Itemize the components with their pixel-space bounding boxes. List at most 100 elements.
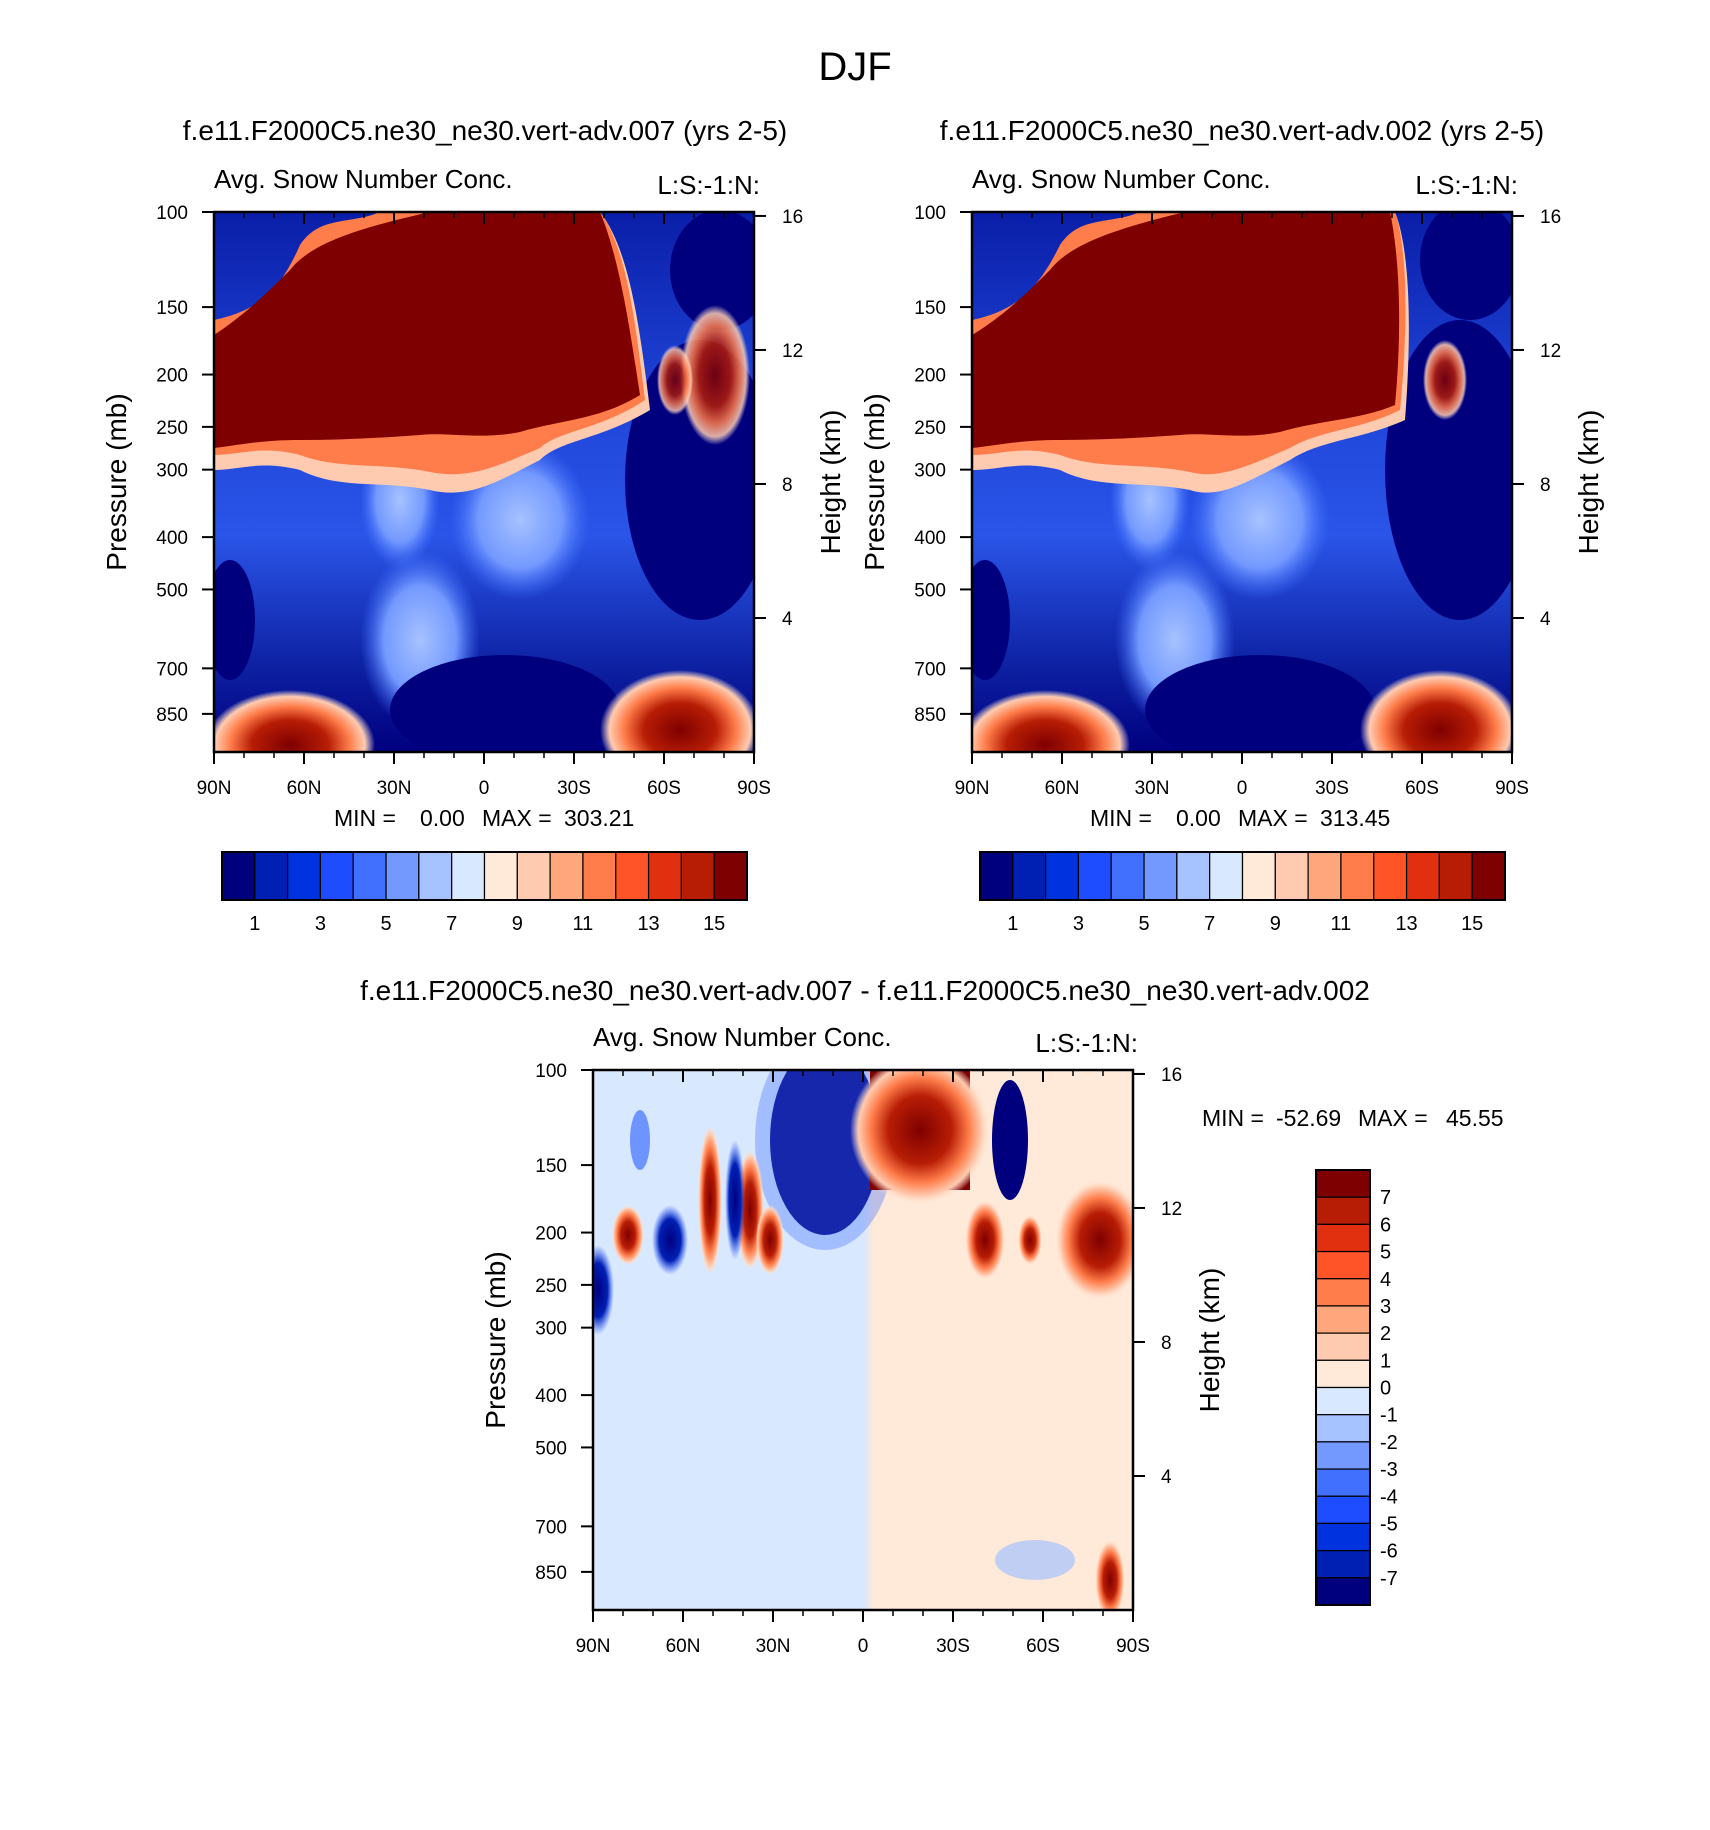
- colorbar-box: [319, 851, 354, 901]
- colorbar-box: [1315, 1522, 1371, 1552]
- colorbar-box: [1340, 851, 1375, 901]
- y-tick-label: 200: [535, 1224, 567, 1245]
- colorbar-panel1: 1 3 5 7 9 11 13 15: [221, 851, 748, 935]
- colorbar-box: [352, 851, 387, 901]
- y-right-tick-label: 4: [782, 609, 793, 630]
- colorbar-box: [483, 851, 518, 901]
- colorbar-label: 6: [1380, 1214, 1391, 1236]
- colorbar-box: [1438, 851, 1473, 901]
- y-axis-title: Pressure (mb): [859, 393, 890, 570]
- colorbar-diff: 7 6 5 4 3 2 1 0 -1 -2 -3 -4 -5 -6 -7: [1315, 1169, 1398, 1606]
- y-tick-label: 250: [535, 1276, 567, 1297]
- y-tick-label: 100: [535, 1061, 567, 1082]
- panel-2-case-title: f.e11.F2000C5.ne30_ne30.vert-adv.002 (yr…: [940, 115, 1544, 146]
- diff-contour-field: [593, 1070, 1133, 1610]
- y-right-axis-title: Height (km): [1573, 410, 1604, 555]
- colorbar-box: [1307, 851, 1342, 901]
- panel-2-contour-field: [972, 212, 1512, 752]
- panel-1-stats: MIN = 0.00 MAX = 303.21: [334, 805, 634, 831]
- panel-1-stats-min-value: 0.00: [420, 805, 465, 831]
- colorbar-label: -1: [1380, 1405, 1398, 1427]
- y-tick-label: 100: [914, 203, 946, 224]
- panel-1-left-title: Avg. Snow Number Conc.: [214, 164, 513, 194]
- colorbar-label: -6: [1380, 1541, 1398, 1563]
- x-tick-label: 60S: [1026, 1636, 1060, 1657]
- colorbar-box: [1315, 1550, 1371, 1579]
- y-tick-label: 850: [535, 1563, 567, 1584]
- diff-left-title: Avg. Snow Number Conc.: [593, 1022, 892, 1052]
- x-tick-label: 30S: [557, 778, 591, 799]
- panel-1-stats-min-label: MIN =: [334, 805, 396, 831]
- colorbar-box: [1315, 1414, 1371, 1443]
- colorbar-label: 15: [703, 913, 725, 935]
- y-tick-label: 100: [156, 203, 188, 224]
- y-right-tick-label: 8: [782, 475, 793, 496]
- colorbar-box: [1315, 1332, 1371, 1361]
- y-axis-title: Pressure (mb): [101, 393, 132, 570]
- y-right-tick-label: 16: [782, 207, 803, 228]
- colorbar-box: [647, 851, 682, 901]
- colorbar-box: [1315, 1196, 1371, 1225]
- x-tick-label: 30S: [936, 1636, 970, 1657]
- y-right-tick-label: 4: [1540, 609, 1551, 630]
- panel-2-stats-min-value: 0.00: [1176, 805, 1221, 831]
- x-tick-label: 90N: [197, 778, 232, 799]
- colorbar-label: 3: [1380, 1296, 1391, 1318]
- y-tick-label: 150: [156, 298, 188, 319]
- y-tick-label: 200: [914, 366, 946, 387]
- y-tick-label: 400: [535, 1386, 567, 1407]
- colorbar-label: 7: [446, 913, 457, 935]
- y-tick-label: 150: [914, 298, 946, 319]
- x-tick-label: 60N: [666, 1636, 701, 1657]
- panel-2-stats-min-label: MIN =: [1090, 805, 1152, 831]
- colorbar-box: [451, 851, 486, 901]
- colorbar-label: 13: [637, 913, 659, 935]
- y-axis-title: Pressure (mb): [480, 1251, 511, 1428]
- colorbar-box: [1315, 1169, 1371, 1198]
- y-right-tick-label: 8: [1540, 475, 1551, 496]
- colorbar-label: 7: [1380, 1187, 1391, 1209]
- colorbar-box: [1110, 851, 1145, 901]
- colorbar-box: [713, 851, 748, 901]
- y-tick-label: 700: [156, 659, 188, 680]
- diff-stats-max-value: 45.55: [1446, 1105, 1504, 1131]
- colorbar-label: 0: [1380, 1378, 1391, 1400]
- x-tick-label: 90N: [576, 1636, 611, 1657]
- colorbar-label: 9: [512, 913, 523, 935]
- colorbar-box: [1315, 1359, 1371, 1389]
- y-right-tick-label: 16: [1161, 1065, 1182, 1086]
- colorbar-box: [1315, 1441, 1371, 1470]
- colorbar-label: 15: [1461, 913, 1483, 935]
- x-tick-label: 0: [858, 1636, 869, 1657]
- colorbar-label: 13: [1395, 913, 1417, 935]
- y-tick-label: 300: [156, 461, 188, 482]
- y-tick-label: 250: [914, 418, 946, 439]
- x-tick-label: 90S: [737, 778, 771, 799]
- x-tick-label: 90S: [1116, 1636, 1150, 1657]
- x-tick-label: 60N: [1045, 778, 1080, 799]
- panel-2-left-title: Avg. Snow Number Conc.: [972, 164, 1271, 194]
- colorbar-label: 7: [1204, 913, 1215, 935]
- panel-1-right-title: L:S:-1:N:: [657, 170, 760, 200]
- colorbar-label: 3: [315, 913, 326, 935]
- y-right-tick-label: 12: [1161, 1199, 1182, 1220]
- x-tick-label: 30N: [377, 778, 412, 799]
- panel-2-stats: MIN = 0.00 MAX = 313.45: [1090, 805, 1390, 831]
- panel-1-stats-max-value: 303.21: [564, 805, 634, 831]
- x-tick-label: 30N: [1135, 778, 1170, 799]
- colorbar-label: 1: [249, 913, 260, 935]
- colorbar-box: [1315, 1386, 1371, 1416]
- y-right-tick-label: 16: [1540, 207, 1561, 228]
- y-tick-label: 400: [914, 528, 946, 549]
- diff-stats-max-label: MAX =: [1358, 1105, 1428, 1131]
- colorbar-box: [1315, 1495, 1371, 1525]
- colorbar-label: -2: [1380, 1432, 1398, 1454]
- y-tick-label: 500: [535, 1438, 567, 1459]
- diff-stats: MIN = -52.69 MAX = 45.55: [1202, 1105, 1504, 1131]
- colorbar-label: 5: [381, 913, 392, 935]
- colorbar-box: [549, 851, 584, 901]
- colorbar-label: 11: [1331, 913, 1352, 935]
- colorbar-label: 2: [1380, 1323, 1391, 1345]
- colorbar-box: [1209, 851, 1244, 901]
- colorbar-box: [516, 851, 551, 901]
